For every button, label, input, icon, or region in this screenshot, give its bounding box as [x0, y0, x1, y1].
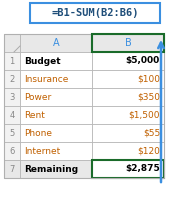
- Bar: [20, 160, 92, 178]
- Text: Budget: Budget: [24, 56, 61, 66]
- Bar: [4, 52, 20, 70]
- Text: 4: 4: [9, 110, 15, 119]
- Bar: [92, 52, 164, 70]
- Bar: [20, 88, 92, 106]
- Bar: [92, 34, 164, 52]
- Text: $1,500: $1,500: [128, 110, 160, 119]
- Bar: [4, 34, 164, 178]
- Text: A: A: [53, 38, 59, 48]
- Bar: [20, 142, 92, 160]
- Text: 7: 7: [9, 164, 15, 173]
- Bar: [20, 106, 92, 124]
- Bar: [92, 160, 164, 178]
- Bar: [4, 160, 20, 178]
- Text: Internet: Internet: [24, 146, 60, 156]
- Bar: [4, 124, 20, 142]
- Text: $350: $350: [137, 92, 160, 102]
- Bar: [20, 124, 92, 142]
- Bar: [92, 88, 164, 106]
- Text: Phone: Phone: [24, 129, 52, 138]
- Bar: [92, 34, 164, 52]
- Text: $2,875: $2,875: [125, 164, 160, 173]
- Text: =B1-SUM(B2:B6): =B1-SUM(B2:B6): [51, 8, 139, 18]
- Text: $100: $100: [137, 74, 160, 84]
- Text: 5: 5: [9, 129, 15, 138]
- Text: Insurance: Insurance: [24, 74, 68, 84]
- Bar: [30, 3, 160, 23]
- Text: B: B: [125, 38, 131, 48]
- Bar: [92, 142, 164, 160]
- Text: 1: 1: [9, 56, 15, 66]
- Text: 2: 2: [9, 74, 15, 84]
- Bar: [92, 70, 164, 88]
- Text: 6: 6: [9, 146, 15, 156]
- Text: Remaining: Remaining: [24, 164, 78, 173]
- Bar: [4, 106, 20, 124]
- Bar: [4, 34, 20, 52]
- Text: $55: $55: [143, 129, 160, 138]
- Bar: [4, 142, 20, 160]
- Bar: [4, 70, 20, 88]
- Bar: [20, 34, 92, 52]
- Bar: [92, 106, 164, 124]
- Bar: [4, 88, 20, 106]
- Text: Power: Power: [24, 92, 51, 102]
- Text: Rent: Rent: [24, 110, 45, 119]
- Text: $5,000: $5,000: [126, 56, 160, 66]
- Bar: [92, 124, 164, 142]
- Bar: [20, 52, 92, 70]
- Text: $120: $120: [137, 146, 160, 156]
- Bar: [20, 70, 92, 88]
- Text: 3: 3: [9, 92, 15, 102]
